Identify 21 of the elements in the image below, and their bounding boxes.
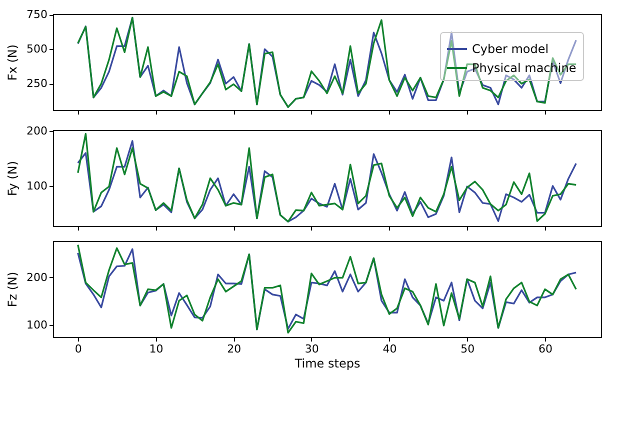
- x-tick-label: 20: [227, 342, 242, 356]
- y-tick-label: 250: [26, 77, 48, 90]
- y-tick-label: 100: [26, 179, 48, 192]
- y-axis-title: Fy (N): [6, 160, 20, 196]
- y-tick-label: 200: [26, 270, 48, 284]
- x-tick-label: 10: [149, 342, 164, 356]
- x-axis-title: Time steps: [294, 356, 360, 370]
- y-axis-title: Fx (N): [6, 44, 20, 81]
- x-tick-label: 30: [304, 342, 319, 356]
- y-tick-label: 100: [26, 318, 48, 332]
- x-tick-label: 40: [382, 342, 397, 356]
- x-tick-label: 50: [460, 342, 475, 356]
- legend-label: Physical machine: [472, 61, 576, 75]
- x-tick-label: 0: [74, 342, 82, 356]
- y-tick-label: 500: [26, 42, 48, 56]
- y-tick-label: 200: [26, 124, 48, 138]
- legend-label: Cyber model: [472, 42, 549, 56]
- y-tick-label: 750: [26, 8, 48, 22]
- y-axis-title: Fz (N): [6, 272, 20, 308]
- x-tick-label: 60: [538, 342, 552, 356]
- line-series: [77, 16, 577, 108]
